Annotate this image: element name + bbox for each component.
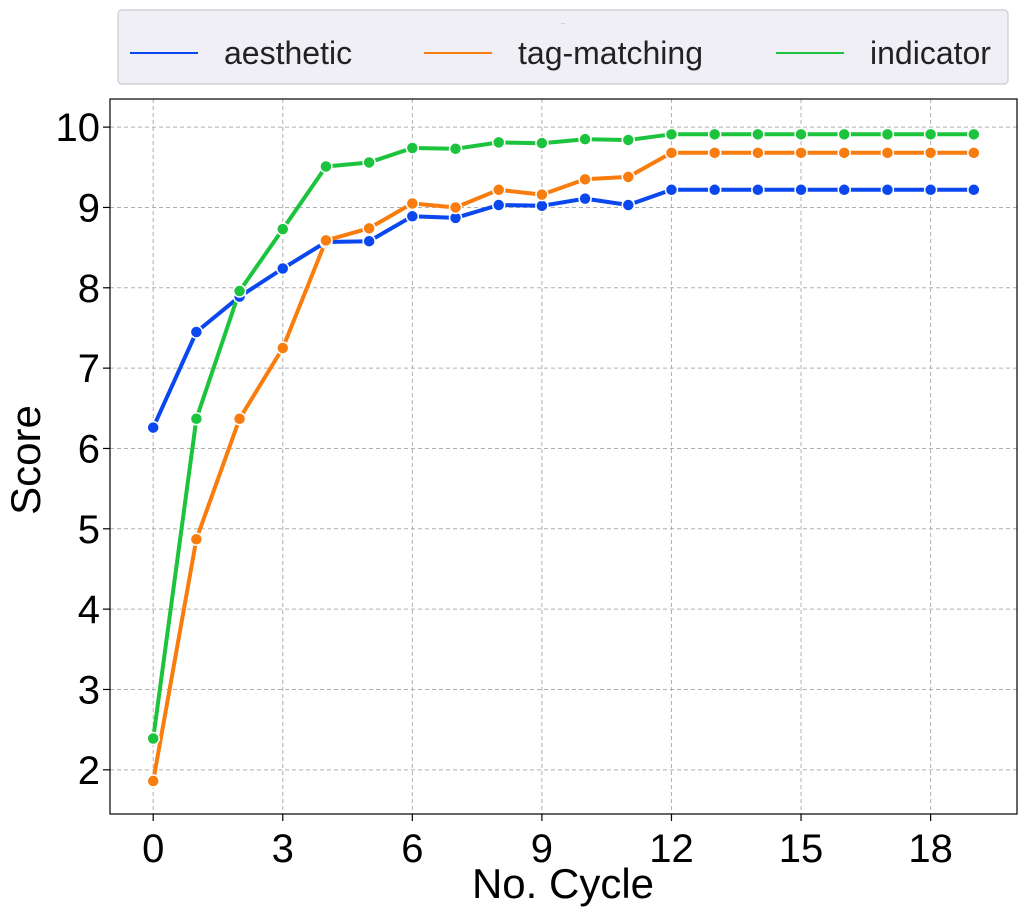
- data-point-indicator: [405, 141, 420, 155]
- data-point-aesthetic: [362, 234, 376, 248]
- legend: --- aesthetic tag-matching indicator: [117, 9, 1009, 85]
- y-tick-label: 8: [78, 267, 100, 311]
- data-point-aesthetic: [923, 183, 938, 197]
- data-point-aesthetic: [880, 183, 895, 197]
- legend-items: aesthetic tag-matching indicator: [130, 35, 991, 71]
- data-point-indicator: [923, 127, 938, 142]
- data-point-tag-matching: [189, 532, 204, 546]
- y-tick-label: 3: [78, 668, 100, 712]
- data-point-aesthetic: [751, 183, 765, 197]
- data-point-indicator: [880, 127, 895, 142]
- data-point-indicator: [362, 155, 376, 170]
- data-point-aesthetic: [578, 191, 592, 206]
- x-tick-label: 15: [779, 827, 824, 871]
- data-point-tag-matching: [794, 146, 808, 160]
- data-point-indicator: [146, 731, 160, 746]
- series-points: [146, 127, 981, 788]
- data-point-tag-matching: [707, 146, 722, 160]
- data-point-indicator: [621, 133, 636, 147]
- x-tick-label: 6: [401, 827, 423, 871]
- data-point-indicator: [276, 222, 290, 236]
- data-point-indicator: [967, 127, 981, 142]
- x-tick-label: 18: [908, 827, 953, 871]
- x-axis-label: No. Cycle: [472, 860, 654, 907]
- data-point-tag-matching: [621, 170, 636, 184]
- data-point-indicator: [491, 135, 506, 150]
- legend-label-tag-matching: tag-matching: [518, 35, 703, 71]
- legend-box: [117, 9, 1009, 85]
- data-point-tag-matching: [146, 774, 160, 788]
- data-point-aesthetic: [405, 209, 420, 224]
- data-point-tag-matching: [664, 146, 679, 160]
- legend-title: ---: [561, 20, 566, 25]
- y-tick-label: 4: [78, 588, 100, 632]
- legend-label-indicator: indicator: [870, 35, 991, 71]
- y-tick-label: 7: [78, 347, 100, 391]
- data-point-tag-matching: [405, 196, 420, 211]
- series-line-indicator: [151, 132, 976, 741]
- data-point-indicator: [535, 136, 549, 150]
- y-tick-label: 5: [78, 508, 100, 552]
- data-point-indicator: [319, 159, 333, 174]
- data-point-aesthetic: [535, 199, 549, 213]
- x-tick-label: 12: [649, 827, 694, 871]
- data-point-indicator: [794, 127, 808, 142]
- data-point-indicator: [232, 284, 247, 298]
- data-point-tag-matching: [923, 146, 938, 160]
- data-point-indicator: [189, 411, 204, 426]
- grid-lines: [110, 99, 1017, 814]
- data-point-tag-matching: [837, 146, 851, 160]
- data-point-indicator: [707, 127, 722, 142]
- y-axis-label: Score: [2, 405, 49, 515]
- data-point-aesthetic: [189, 325, 204, 339]
- data-point-tag-matching: [751, 146, 765, 160]
- data-point-aesthetic: [276, 261, 290, 276]
- y-tick-label: 10: [56, 106, 101, 150]
- data-point-indicator: [664, 127, 679, 142]
- series-line-aesthetic: [151, 187, 976, 430]
- data-point-aesthetic: [491, 198, 506, 212]
- data-point-tag-matching: [362, 221, 376, 236]
- data-point-tag-matching: [578, 172, 592, 187]
- data-point-aesthetic: [967, 183, 981, 197]
- data-point-tag-matching: [232, 411, 247, 426]
- data-point-indicator: [578, 132, 592, 146]
- data-point-tag-matching: [535, 187, 549, 202]
- data-point-indicator: [837, 127, 851, 142]
- data-point-aesthetic: [794, 183, 808, 197]
- data-point-tag-matching: [967, 146, 981, 160]
- data-point-aesthetic: [707, 183, 722, 197]
- data-point-aesthetic: [664, 183, 679, 197]
- y-tick-label: 6: [78, 427, 100, 471]
- data-point-tag-matching: [319, 233, 333, 248]
- x-tick-label: 9: [531, 827, 553, 871]
- data-point-tag-matching: [880, 146, 895, 160]
- data-point-aesthetic: [146, 420, 160, 435]
- x-axis-ticks: 0 3 6 9 12 15 18: [142, 814, 953, 871]
- y-tick-label: 9: [78, 186, 100, 230]
- series-lines: [151, 132, 976, 784]
- x-tick-label: 3: [272, 827, 294, 871]
- data-point-tag-matching: [448, 200, 463, 215]
- series-line-tag-matching: [151, 150, 976, 784]
- legend-label-aesthetic: aesthetic: [224, 35, 352, 71]
- data-point-indicator: [448, 142, 463, 156]
- data-point-indicator: [751, 127, 765, 142]
- data-point-tag-matching: [491, 183, 506, 197]
- data-point-aesthetic: [837, 183, 851, 197]
- y-axis-ticks: 2 3 4 5 6 7 8 9 10: [56, 106, 110, 793]
- plot-area-frame: [109, 98, 1018, 815]
- data-point-tag-matching: [276, 341, 290, 355]
- data-point-aesthetic: [621, 198, 636, 212]
- y-tick-label: 2: [78, 749, 100, 793]
- x-tick-label: 0: [142, 827, 164, 871]
